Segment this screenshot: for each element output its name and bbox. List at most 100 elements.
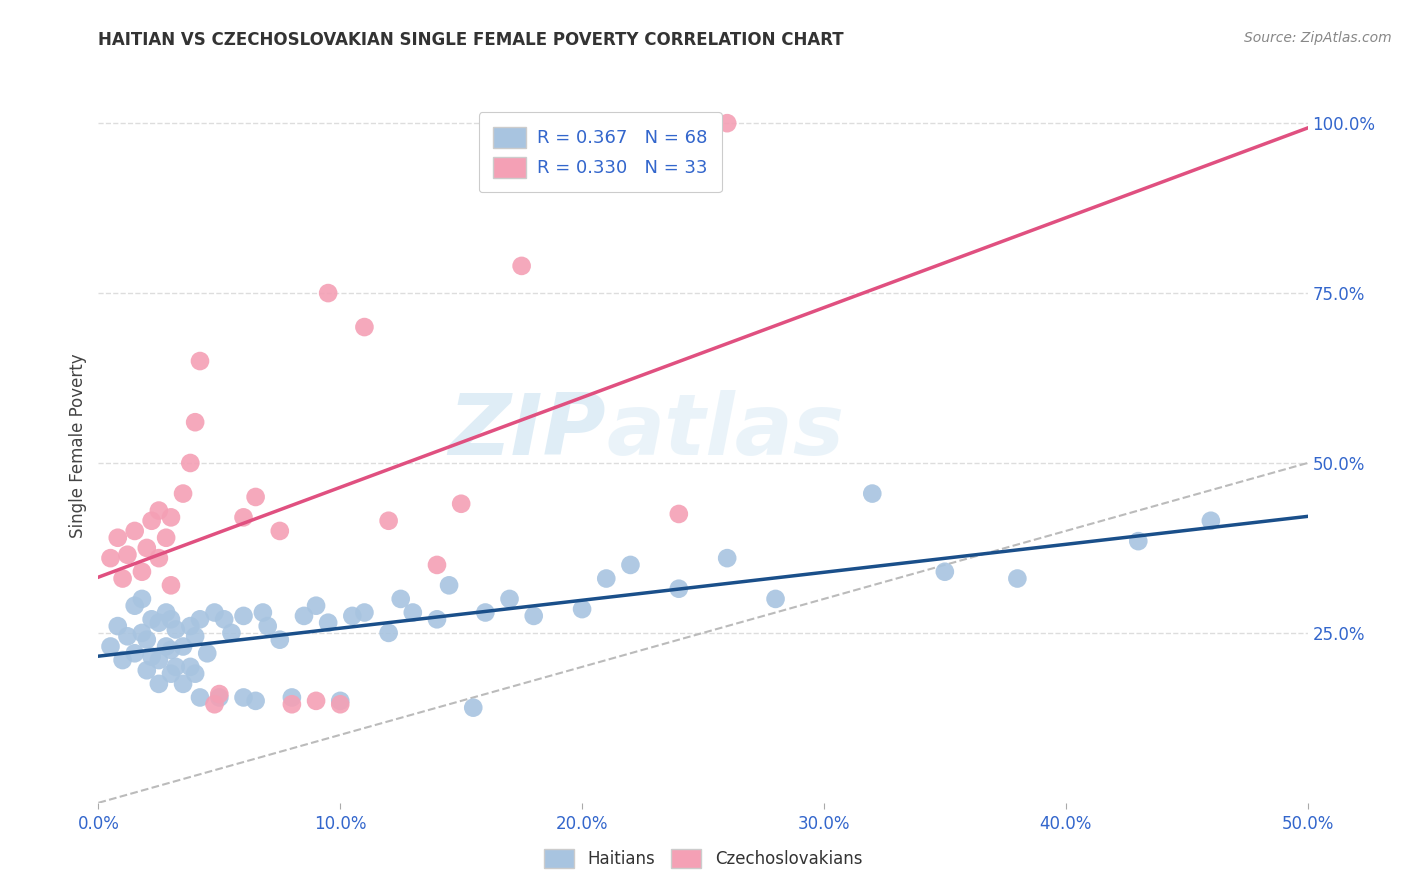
Point — [179, 619, 201, 633]
Point — [269, 632, 291, 647]
Point — [402, 606, 425, 620]
Point — [208, 690, 231, 705]
Text: HAITIAN VS CZECHOSLOVAKIAN SINGLE FEMALE POVERTY CORRELATION CHART: HAITIAN VS CZECHOSLOVAKIAN SINGLE FEMALE… — [98, 31, 844, 49]
Point — [160, 612, 183, 626]
Point — [172, 486, 194, 500]
Point — [141, 612, 163, 626]
Point — [619, 558, 641, 572]
Point — [498, 591, 520, 606]
Point — [107, 531, 129, 545]
Point — [135, 632, 157, 647]
Point — [141, 649, 163, 664]
Text: Source: ZipAtlas.com: Source: ZipAtlas.com — [1244, 31, 1392, 45]
Text: atlas: atlas — [606, 390, 845, 474]
Point — [305, 599, 328, 613]
Point — [124, 599, 146, 613]
Point — [179, 660, 201, 674]
Point — [221, 626, 243, 640]
Point — [463, 700, 485, 714]
Point — [765, 591, 787, 606]
Legend: R = 0.367   N = 68, R = 0.330   N = 33: R = 0.367 N = 68, R = 0.330 N = 33 — [479, 112, 721, 192]
Point — [329, 694, 352, 708]
Point — [117, 548, 139, 562]
Point — [160, 578, 183, 592]
Point — [131, 626, 153, 640]
Point — [124, 646, 146, 660]
Point — [107, 619, 129, 633]
Point — [860, 486, 883, 500]
Point — [269, 524, 291, 538]
Point — [160, 510, 183, 524]
Point — [179, 456, 201, 470]
Legend: Haitians, Czechoslovakians: Haitians, Czechoslovakians — [537, 842, 869, 875]
Point — [155, 640, 177, 654]
Point — [523, 608, 546, 623]
Point — [256, 619, 278, 633]
Point — [377, 626, 399, 640]
Point — [131, 565, 153, 579]
Point — [571, 602, 593, 616]
Point — [281, 698, 304, 712]
Point — [426, 558, 449, 572]
Point — [184, 666, 207, 681]
Point — [1199, 514, 1222, 528]
Point — [135, 663, 157, 677]
Point — [245, 694, 267, 708]
Text: ZIP: ZIP — [449, 390, 606, 474]
Point — [716, 551, 738, 566]
Point — [668, 507, 690, 521]
Point — [160, 643, 183, 657]
Point — [316, 615, 339, 630]
Point — [124, 524, 146, 538]
Point — [172, 677, 194, 691]
Point — [148, 503, 170, 517]
Point — [111, 653, 134, 667]
Point — [305, 694, 328, 708]
Point — [184, 629, 207, 643]
Point — [377, 514, 399, 528]
Point — [135, 541, 157, 555]
Point — [148, 551, 170, 566]
Point — [595, 572, 617, 586]
Point — [165, 660, 187, 674]
Point — [131, 591, 153, 606]
Point — [212, 612, 235, 626]
Point — [100, 640, 122, 654]
Point — [426, 612, 449, 626]
Point — [117, 629, 139, 643]
Point — [281, 690, 304, 705]
Point — [245, 490, 267, 504]
Point — [111, 572, 134, 586]
Point — [450, 497, 472, 511]
Point — [100, 551, 122, 566]
Point — [165, 623, 187, 637]
Point — [934, 565, 956, 579]
Point — [172, 640, 194, 654]
Point — [353, 320, 375, 334]
Point — [148, 615, 170, 630]
Point — [208, 687, 231, 701]
Point — [232, 510, 254, 524]
Point — [188, 690, 211, 705]
Point — [160, 666, 183, 681]
Point — [668, 582, 690, 596]
Point — [1128, 534, 1150, 549]
Point — [204, 698, 226, 712]
Point — [342, 608, 364, 623]
Point — [389, 591, 412, 606]
Point — [188, 354, 211, 368]
Point — [252, 606, 274, 620]
Point — [437, 578, 460, 592]
Point — [141, 514, 163, 528]
Point — [1007, 572, 1029, 586]
Point — [188, 612, 211, 626]
Point — [232, 608, 254, 623]
Point — [184, 415, 207, 429]
Point — [510, 259, 533, 273]
Point — [329, 698, 352, 712]
Point — [232, 690, 254, 705]
Point — [316, 286, 339, 301]
Point — [474, 606, 496, 620]
Point — [155, 606, 177, 620]
Point — [204, 606, 226, 620]
